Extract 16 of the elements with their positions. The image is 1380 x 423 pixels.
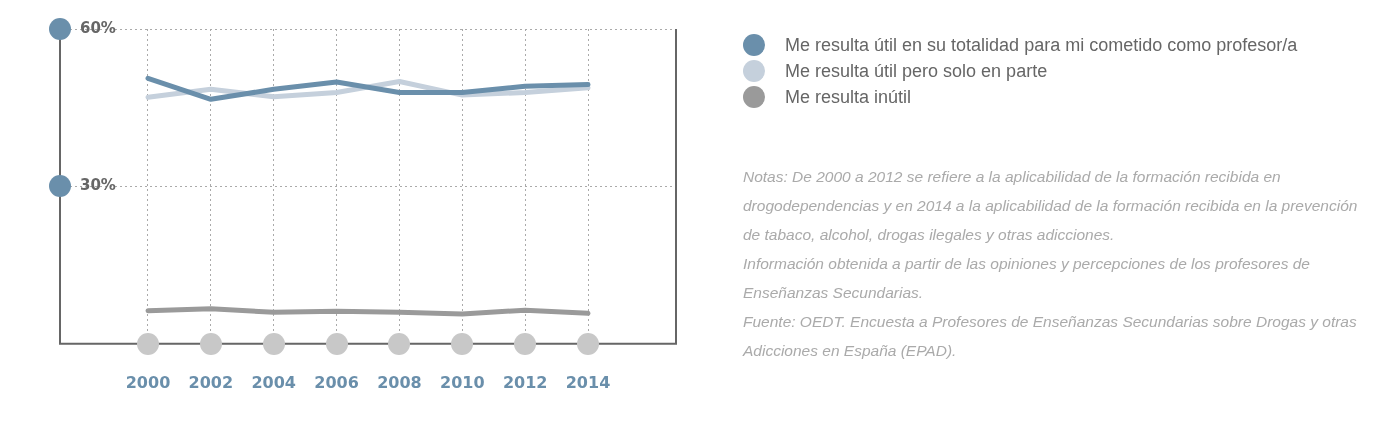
legend-label: Me resulta útil pero solo en parte	[785, 60, 1048, 82]
x-tick-label: 2010	[440, 372, 485, 392]
text: Información obtenida a partir de las opiniones y percepciones de los profesores de Enseñanzas Secundarias.	[743, 254, 1311, 303]
x-tick-label: 2000	[125, 372, 171, 392]
x-tick-label: 2008	[377, 372, 422, 392]
source-note: Fuente: OEDT. Encuesta a Profesores de Enseñanzas Secundarias sobre Drogas y otras Adicciones en España (EPAD).	[743, 312, 1358, 361]
y-tick-label: 60%	[80, 18, 116, 37]
x-tick-label: 2006	[314, 372, 359, 392]
x-tick-label: 2004	[251, 372, 296, 392]
legend-label: Me resulta inútil	[785, 86, 912, 108]
x-tick-label: 2014	[565, 372, 611, 392]
x-tick-label: 2012	[502, 372, 548, 392]
x-tick-label: 2002	[188, 372, 234, 392]
y-tick-label: 30%	[80, 176, 116, 195]
legend-label: Me resulta útil en su totalidad para mi cometido como profesor/a	[785, 34, 1298, 56]
text: Notas: De 2000 a 2012 se refiere a la aplicabilidad de la formación recibida en drogodependencias y en 2014 a la aplicabilidad de la formación recibida en la prevención de tabaco, alcohol, drogas ilegales y otras adicciones.	[743, 167, 1359, 245]
